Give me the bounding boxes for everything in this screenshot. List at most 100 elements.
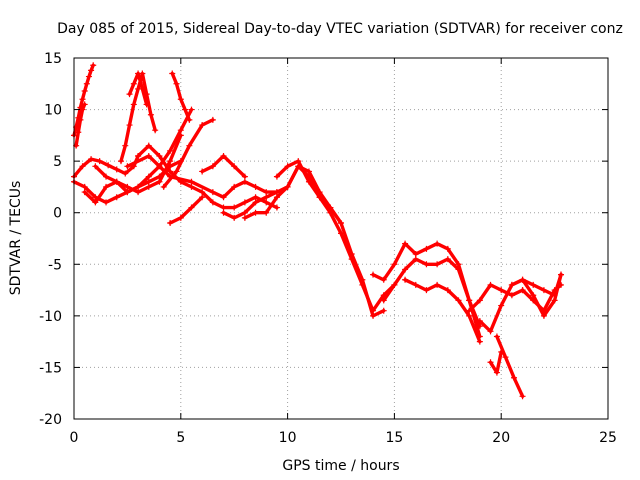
y-axis-label: SDTVAR / TECUs [8, 181, 24, 296]
data-point [444, 245, 451, 252]
data-point [455, 266, 462, 273]
data-point [167, 220, 174, 227]
data-point [188, 183, 195, 190]
data-point [160, 183, 167, 190]
data-point [199, 194, 206, 201]
data-point [434, 240, 441, 247]
y-tick-label: -15 [39, 360, 62, 376]
data-point [81, 183, 88, 190]
y-tick-label: 10 [44, 103, 62, 119]
data-point [220, 152, 227, 159]
series-sat-h [126, 70, 150, 108]
data-point [252, 209, 259, 216]
data-point [498, 302, 505, 309]
x-tick-label: 0 [70, 430, 79, 446]
data-point [130, 101, 137, 108]
data-point [284, 183, 291, 190]
data-point [273, 189, 280, 196]
tick-layer: 0 5 10 15 20 25 -20 -15 -10 -5 0 5 10 15 [39, 51, 617, 446]
data-point [455, 297, 462, 304]
data-point [173, 80, 180, 87]
x-tick-label: 15 [385, 430, 403, 446]
data-point [540, 312, 547, 319]
data-point [241, 214, 248, 221]
data-point [252, 183, 259, 190]
data-point [113, 194, 120, 201]
data-point [83, 80, 90, 87]
data-point [476, 338, 483, 345]
data-point [241, 199, 248, 206]
x-tick-label: 20 [492, 430, 510, 446]
data-point [412, 250, 419, 257]
data-point [90, 62, 97, 69]
series-line [200, 154, 247, 179]
data-point [476, 297, 483, 304]
data-point [263, 199, 270, 206]
data-point [81, 101, 88, 108]
data-point [338, 220, 344, 227]
series-line [495, 334, 525, 398]
data-point [263, 194, 270, 201]
data-point [124, 163, 131, 170]
series-line [221, 164, 397, 313]
data-point [79, 106, 86, 113]
series-sat-x [493, 333, 526, 400]
data-point [273, 204, 280, 211]
data-point [173, 168, 180, 175]
data-point [167, 168, 174, 175]
data-point [241, 173, 248, 180]
data-point [199, 122, 206, 129]
data-point [466, 307, 473, 314]
data-point [263, 209, 270, 216]
series-sat-s [380, 256, 483, 340]
data-point [167, 147, 174, 154]
series-sat-m [124, 152, 280, 201]
data-point [156, 152, 163, 159]
series-sat-y [508, 271, 565, 319]
data-point [209, 163, 216, 170]
data-point [186, 142, 193, 149]
data-point [81, 189, 88, 196]
series-line [243, 164, 386, 318]
data-point [96, 158, 103, 165]
series-sat-l [135, 142, 280, 211]
data-point [423, 287, 430, 294]
data-point [434, 281, 441, 288]
data-point [487, 281, 494, 288]
data-point [124, 183, 131, 190]
data-point [85, 73, 92, 80]
y-tick-label: -5 [48, 257, 62, 273]
data-point [177, 214, 184, 221]
series-line [72, 63, 95, 138]
data-point [220, 204, 227, 211]
series-line [403, 278, 482, 344]
data-point [145, 183, 152, 190]
data-point [220, 209, 227, 216]
series-sat-a [71, 152, 142, 180]
data-point [402, 276, 409, 283]
data-point [370, 271, 377, 278]
data-point [295, 158, 302, 165]
series-sat-g [117, 70, 159, 165]
data-point [380, 307, 387, 314]
data-point [139, 85, 146, 92]
data-point [444, 256, 451, 263]
data-point [209, 116, 216, 123]
data-point [122, 142, 129, 149]
data-point [327, 204, 334, 211]
x-tick-label: 5 [176, 430, 185, 446]
data-point [540, 287, 547, 294]
data-point [487, 359, 494, 366]
data-point [252, 194, 259, 201]
y-tick-label: 0 [53, 206, 62, 222]
data-point [135, 189, 142, 196]
data-point [135, 183, 142, 190]
series-sat-i [169, 70, 193, 123]
data-point [551, 287, 558, 294]
data-point [188, 204, 195, 211]
data-point [273, 173, 280, 180]
x-tick-label: 10 [279, 430, 297, 446]
series-sat-z [519, 281, 565, 314]
data-point [551, 297, 558, 304]
data-point [231, 163, 238, 170]
